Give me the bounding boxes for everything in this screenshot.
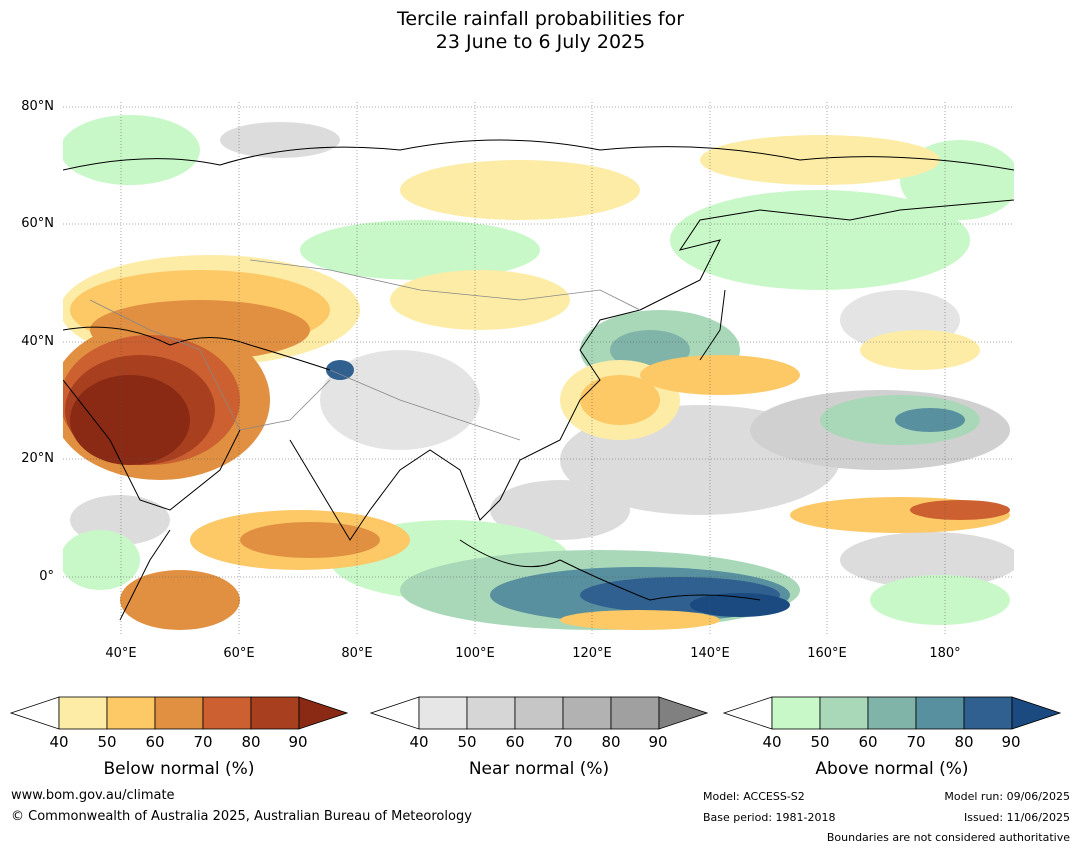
colorbar-right-extension [658, 696, 708, 730]
rainfall-probability-map [63, 102, 1014, 636]
title-line-1: Tercile rainfall probabilities for [396, 8, 685, 30]
near-normal-regions [70, 122, 1014, 588]
colorbar-segment [562, 696, 612, 730]
colorbar-segment [867, 696, 917, 730]
lat-label-60n: 60°N [21, 216, 54, 231]
lat-label-80n: 80°N [21, 99, 54, 114]
colorbar-right-extension [298, 696, 348, 730]
lon-label-180: 180° [929, 646, 961, 661]
colorbar-segment [418, 696, 468, 730]
colorbar-segment [106, 696, 156, 730]
near-normal-colorbar [370, 696, 708, 730]
colorbar-left-extension [370, 696, 420, 730]
country-borders [89, 259, 641, 441]
colorbar-segment [514, 696, 564, 730]
tick-label: 90 [1001, 733, 1021, 751]
tick-label: 50 [810, 733, 830, 751]
colorbar-left-extension [723, 696, 773, 730]
colorbar-segment [154, 696, 204, 730]
tick-label: 70 [193, 733, 213, 751]
lat-label-40n: 40°N [21, 334, 54, 349]
model-run-text: Model run: 09/06/2025 [944, 790, 1070, 803]
lon-label-120e: 120°E [572, 646, 612, 661]
lon-label-140e: 140°E [690, 646, 730, 661]
tick-label: 70 [906, 733, 926, 751]
tick-label: 40 [409, 733, 429, 751]
issued-text: Issued: 11/06/2025 [963, 811, 1070, 824]
lon-label-100e: 100°E [455, 646, 495, 661]
near-normal-label: Near normal (%) [468, 759, 610, 779]
colorbar-segment [202, 696, 252, 730]
tick-label: 90 [288, 733, 308, 751]
colorbar-segment [58, 696, 108, 730]
colorbar-segment [771, 696, 821, 730]
tick-label: 50 [97, 733, 117, 751]
lat-label-20n: 20°N [21, 451, 54, 466]
colorbar-right-extension [1011, 696, 1061, 730]
model-text: Model: ACCESS-S2 [703, 790, 805, 803]
colorbar-segment [963, 696, 1013, 730]
colorbar-left-extension [10, 696, 60, 730]
tick-label: 90 [648, 733, 668, 751]
tick-label: 80 [241, 733, 261, 751]
tick-label: 50 [457, 733, 477, 751]
colorbar-segment [819, 696, 869, 730]
chart-title: Tercile rainfall probabilities for 23 Ju… [0, 8, 1081, 54]
tick-label: 40 [762, 733, 782, 751]
tick-label: 40 [49, 733, 69, 751]
copyright-text: © Commonwealth of Australia 2025, Austra… [11, 809, 472, 824]
disclaimer-text: Boundaries are not considered authoritat… [826, 831, 1070, 844]
colorbar-segment [610, 696, 660, 730]
colorbar-segment [466, 696, 516, 730]
coastlines [63, 139, 1014, 621]
map-gridlines [63, 102, 1014, 636]
lon-label-40e: 40°E [105, 646, 137, 661]
above-normal-label: Above normal (%) [815, 759, 969, 779]
below-normal-label: Below normal (%) [103, 759, 255, 779]
base-period-text: Base period: 1981-2018 [703, 811, 836, 824]
lon-label-80e: 80°E [341, 646, 373, 661]
tick-label: 60 [858, 733, 878, 751]
title-line-2: 23 June to 6 July 2025 [435, 31, 646, 53]
tick-label: 60 [145, 733, 165, 751]
colorbar-segment [915, 696, 965, 730]
tick-label: 60 [505, 733, 525, 751]
tick-label: 70 [553, 733, 573, 751]
above-normal-colorbar [723, 696, 1061, 730]
website-link[interactable]: www.bom.gov.au/climate [11, 788, 175, 803]
lat-label-0: 0° [39, 569, 54, 584]
below-normal-colorbar [10, 696, 348, 730]
tick-label: 80 [954, 733, 974, 751]
lon-label-60e: 60°E [223, 646, 255, 661]
tick-label: 80 [601, 733, 621, 751]
lon-label-160e: 160°E [807, 646, 847, 661]
colorbar-segment [250, 696, 300, 730]
below-normal-regions [63, 135, 1010, 630]
